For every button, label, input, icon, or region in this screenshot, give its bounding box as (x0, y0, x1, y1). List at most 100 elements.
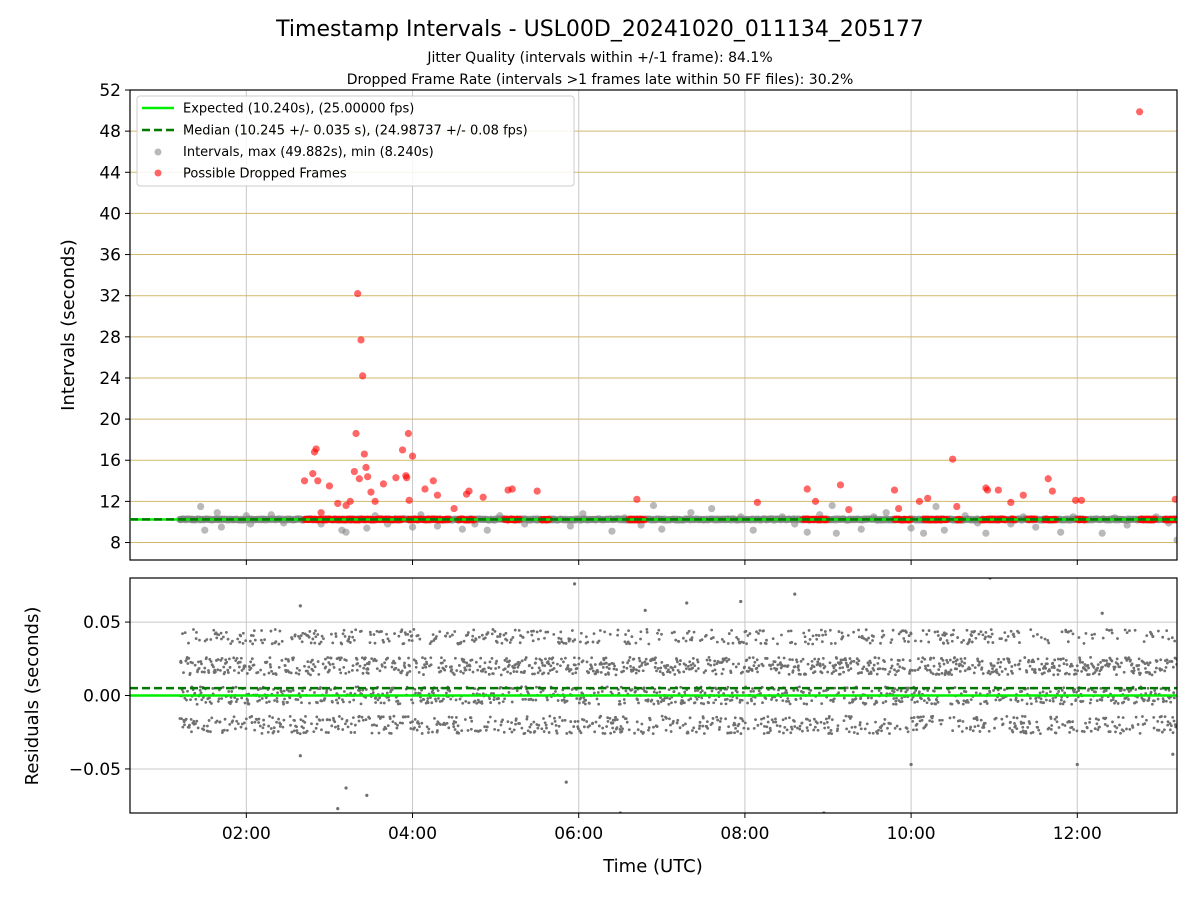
residual-point (808, 719, 811, 722)
residual-point (1071, 665, 1074, 668)
residual-point (981, 633, 984, 636)
residual-outlier-point (685, 601, 688, 604)
residual-point (876, 732, 879, 735)
residual-point (424, 657, 427, 660)
residual-point (567, 667, 570, 670)
residual-point (643, 660, 646, 663)
residual-point (774, 718, 777, 721)
residuals-ytick-label-0: −0.05 (69, 760, 121, 780)
residual-point (1063, 692, 1066, 695)
residual-point (679, 659, 682, 662)
residual-point (628, 728, 631, 731)
residual-point (190, 730, 193, 733)
residual-point (942, 642, 945, 645)
residual-point (180, 717, 183, 720)
residual-point (1170, 724, 1173, 727)
residual-point (197, 726, 200, 729)
dropped-frame-point (430, 477, 437, 484)
residual-point (1078, 636, 1081, 639)
residual-point (1100, 699, 1103, 702)
residual-point (788, 673, 791, 676)
residual-point (367, 668, 370, 671)
residual-point (233, 669, 236, 672)
residual-point (348, 701, 351, 704)
residual-point (383, 702, 386, 705)
residual-point (850, 667, 853, 670)
dropped-frame-point (361, 450, 368, 457)
residual-point (1169, 701, 1172, 704)
residual-point (313, 642, 316, 645)
residual-point (1114, 700, 1117, 703)
residual-point (283, 698, 286, 701)
residual-point (1166, 662, 1169, 665)
residual-point (530, 634, 533, 637)
dropped-frame-point (804, 485, 811, 492)
residual-point (553, 667, 556, 670)
residual-point (752, 690, 755, 693)
residual-point (1116, 663, 1119, 666)
dropped-frame-point (301, 477, 308, 484)
residual-point (670, 730, 673, 733)
residual-point (1001, 670, 1004, 673)
residual-point (618, 700, 621, 703)
residual-point (554, 690, 557, 693)
residual-point (830, 642, 833, 645)
residual-point (327, 731, 330, 734)
residual-point (597, 703, 600, 706)
residual-point (350, 722, 353, 725)
residual-point (254, 639, 257, 642)
residual-point (945, 632, 948, 635)
residual-point (1114, 730, 1117, 733)
residual-point (971, 664, 974, 667)
residual-point (614, 716, 617, 719)
residual-point (721, 638, 724, 641)
legend-intervals-label: Intervals, max (49.882s), min (8.240s) (183, 145, 434, 160)
interval-point (791, 520, 798, 527)
residual-point (884, 700, 887, 703)
dropped-frame-point (480, 494, 487, 501)
residual-point (867, 664, 870, 667)
residual-point (292, 656, 295, 659)
residual-point (720, 702, 723, 705)
residual-point (198, 667, 201, 670)
residual-point (539, 691, 542, 694)
residual-point (289, 715, 292, 718)
residual-point (280, 690, 283, 693)
residual-point (574, 671, 577, 674)
residual-point (1052, 700, 1055, 703)
residual-point (864, 702, 867, 705)
residual-point (228, 723, 231, 726)
residual-point (734, 727, 737, 730)
residual-point (1011, 731, 1014, 734)
residual-point (397, 669, 400, 672)
residual-point (1066, 663, 1069, 666)
residual-point (688, 630, 691, 633)
residual-point (573, 638, 576, 641)
residual-point (1114, 666, 1117, 669)
residual-point (629, 656, 632, 659)
residual-point (870, 672, 873, 675)
residual-point (369, 633, 372, 636)
residual-point (714, 698, 717, 701)
residual-point (802, 632, 805, 635)
residual-point (483, 668, 486, 671)
residual-point (415, 666, 418, 669)
residual-point (845, 715, 848, 718)
residual-point (600, 671, 603, 674)
residual-point (493, 698, 496, 701)
residual-point (484, 637, 487, 640)
residual-point (711, 722, 714, 725)
residual-point (792, 669, 795, 672)
residual-point (453, 673, 456, 676)
residual-point (869, 661, 872, 664)
residual-point (975, 691, 978, 694)
residual-point (812, 634, 815, 637)
residual-point (463, 640, 466, 643)
residual-point (698, 725, 701, 728)
residual-point (192, 628, 195, 631)
residual-point (338, 715, 341, 718)
residual-point (957, 702, 960, 705)
residual-point (1085, 669, 1088, 672)
residual-point (1157, 698, 1160, 701)
